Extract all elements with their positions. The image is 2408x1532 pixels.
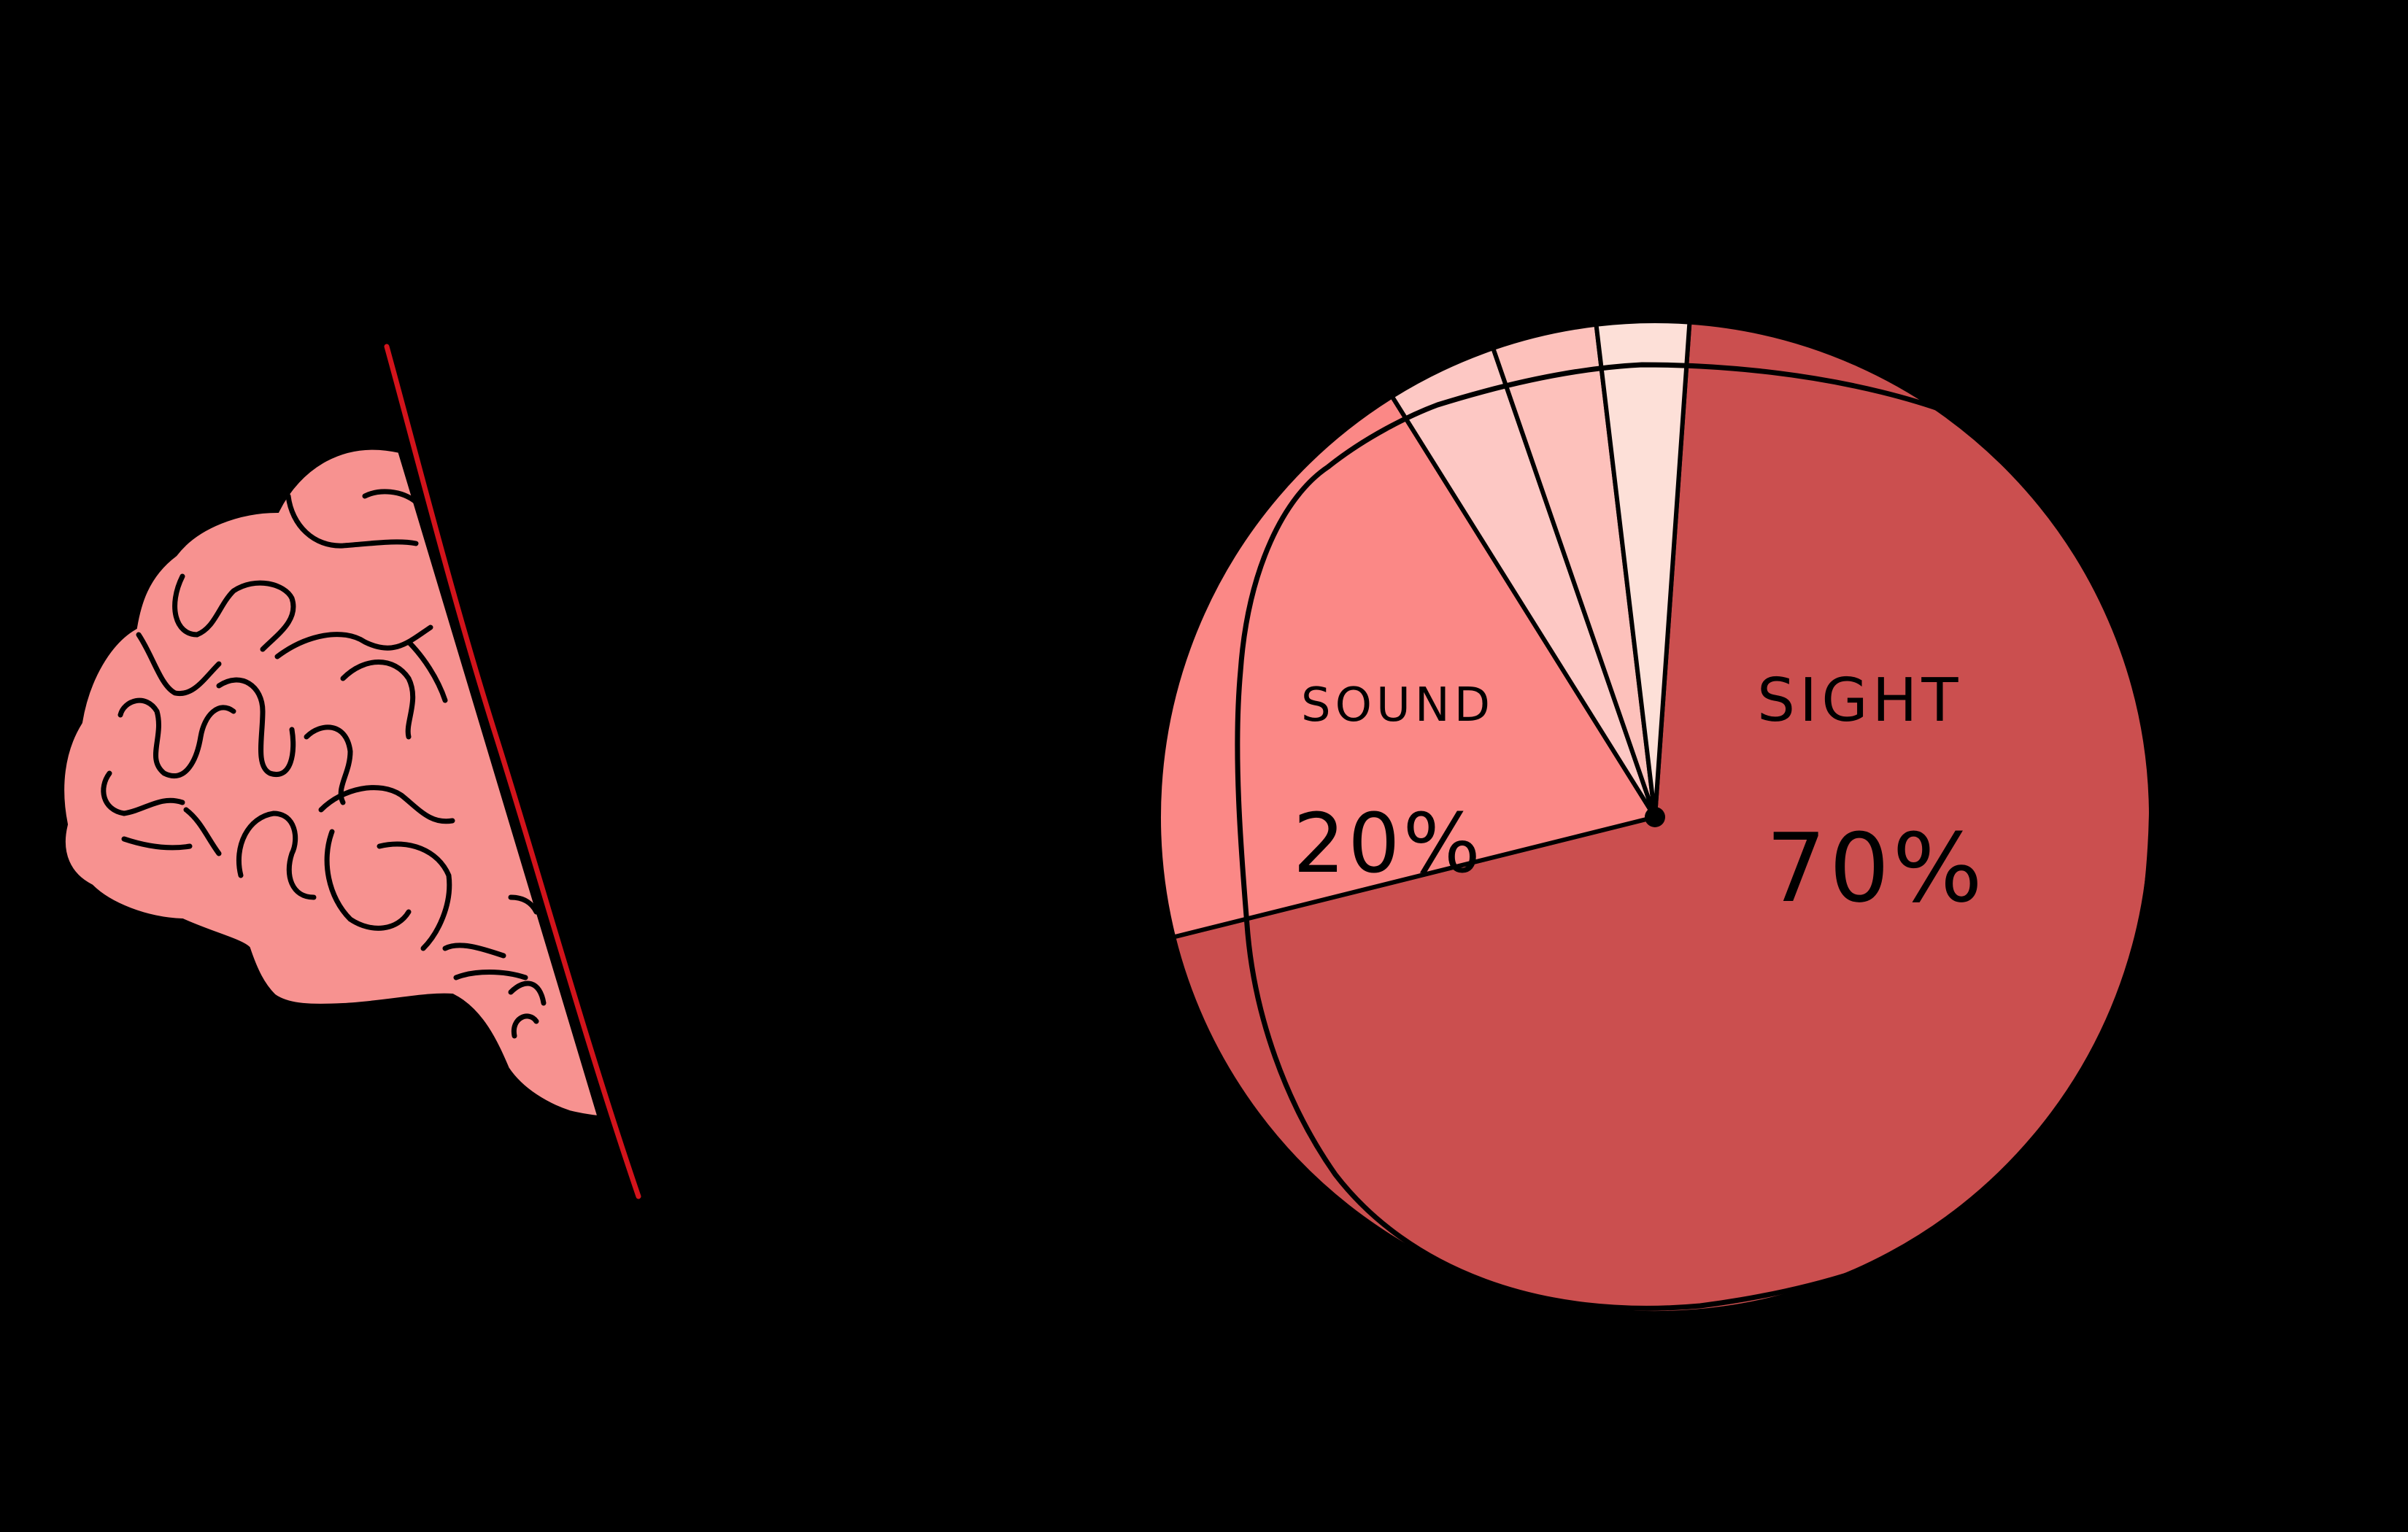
brain-cut-line bbox=[384, 344, 641, 1199]
slice-value-sound: 20% bbox=[1293, 797, 1483, 891]
pie-slice-sound bbox=[1157, 394, 1657, 940]
pie-outline bbox=[1235, 362, 2155, 1311]
slice-label-sight: SIGHT bbox=[1757, 666, 1963, 735]
brain-body bbox=[60, 445, 603, 1121]
pie-slice-minor-4 bbox=[1594, 319, 1692, 819]
slice-label-sound: SOUND bbox=[1301, 678, 1494, 732]
slice-value-sight: 70% bbox=[1766, 813, 1986, 924]
pie-labels: SIGHT 70% SOUND 20% bbox=[1293, 666, 1986, 924]
pie-center-dot bbox=[1645, 807, 1665, 827]
brain-gyri bbox=[101, 489, 547, 1039]
